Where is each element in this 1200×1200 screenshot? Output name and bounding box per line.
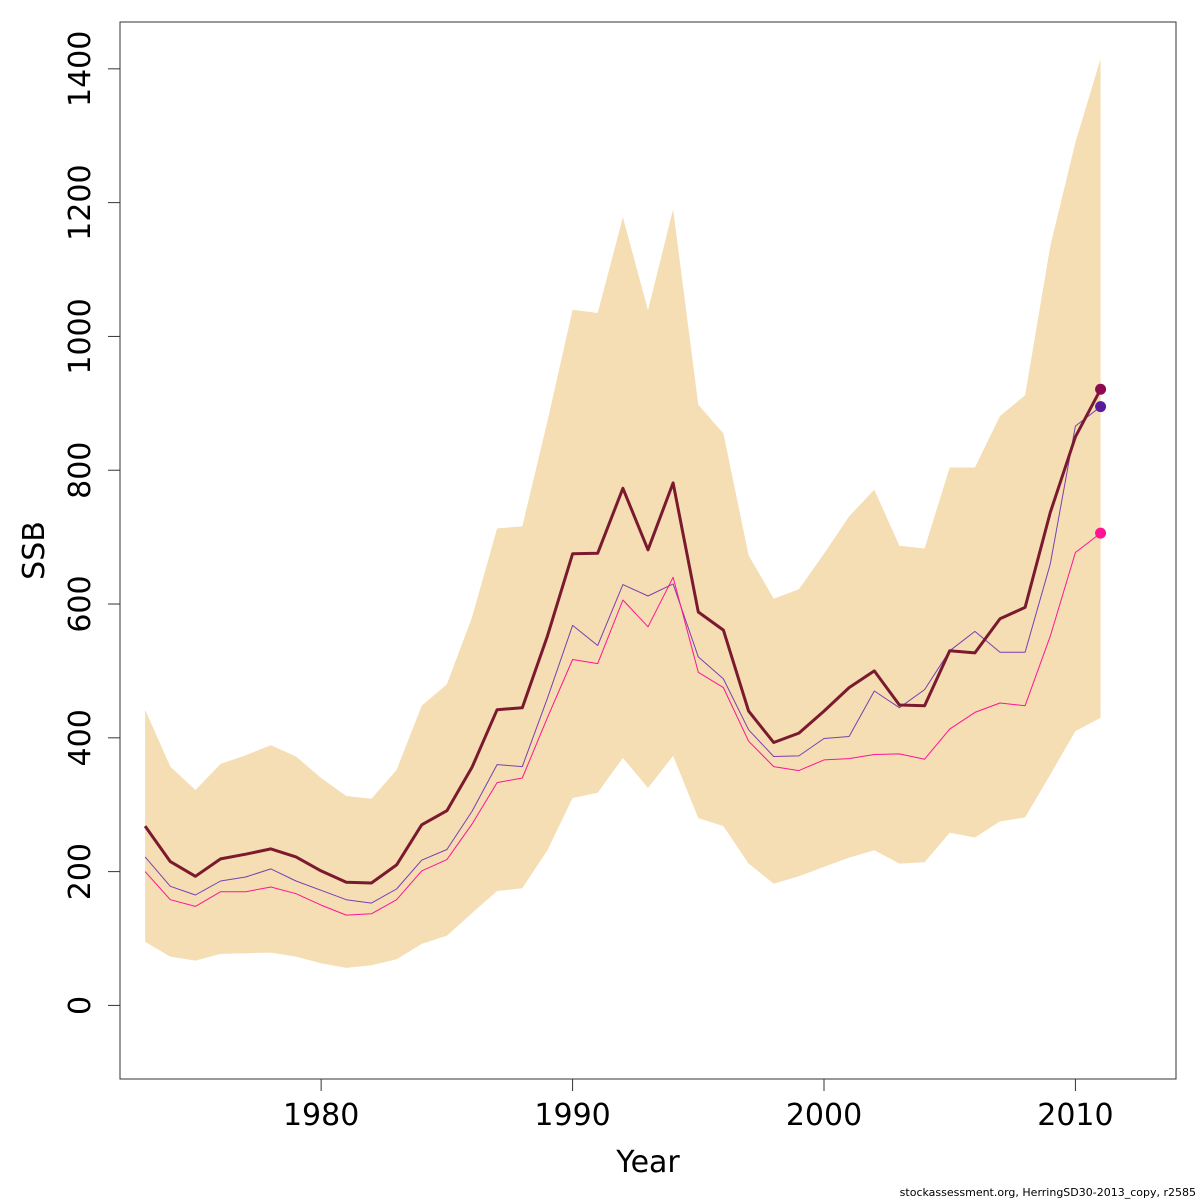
y-tick-label: 400: [63, 709, 98, 766]
series-line-1: [143, 388, 1102, 885]
y-tick-label: 1400: [63, 31, 98, 107]
y-tick-label: 1000: [63, 298, 98, 374]
series-end-point-1: [1095, 383, 1107, 395]
x-axis-title: Year: [615, 1145, 680, 1180]
series-line-3: [144, 532, 1101, 916]
y-tick-label: 800: [63, 442, 98, 499]
series-lines: [143, 388, 1102, 916]
confidence-band: [145, 58, 1101, 968]
y-tick-label: 200: [63, 843, 98, 900]
y-tick-label: 1200: [63, 164, 98, 240]
y-axis-title: SSB: [17, 521, 52, 580]
x-tick-label: 2010: [1037, 1098, 1113, 1133]
y-axis: 0 200 400 600 800 1000 1200 1400: [63, 31, 120, 1015]
x-tick-label: 1990: [534, 1098, 610, 1133]
footer-credit: stockassessment.org, HerringSD30-2013_co…: [900, 1186, 1196, 1199]
confidence-band-area: [145, 58, 1101, 968]
x-axis: 1980 1990 2000 2010: [283, 1079, 1114, 1133]
series-line-2: [144, 406, 1101, 904]
y-tick-label: 0: [63, 996, 98, 1015]
end-points: [1095, 383, 1107, 539]
plot-frame: [119, 21, 1177, 1080]
series-end-point-3: [1095, 527, 1107, 539]
x-tick-label: 2000: [786, 1098, 862, 1133]
series-end-point-2: [1095, 401, 1107, 413]
x-tick-label: 1980: [283, 1098, 359, 1133]
y-tick-label: 600: [63, 575, 98, 632]
